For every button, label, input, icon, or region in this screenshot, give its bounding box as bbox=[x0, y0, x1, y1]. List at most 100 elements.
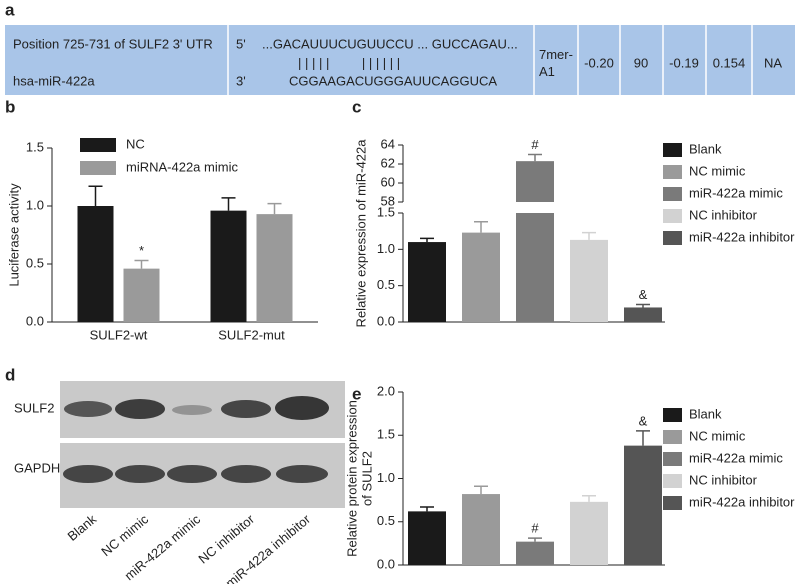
y-tick-label: 2.0 bbox=[377, 383, 395, 398]
panel-letter: a bbox=[5, 0, 15, 19]
error-bar bbox=[636, 303, 650, 308]
error-bar bbox=[88, 185, 103, 206]
error-bar bbox=[420, 506, 434, 512]
y-tick-label: 1.0 bbox=[377, 241, 395, 256]
legend-swatch bbox=[663, 165, 682, 179]
error-bar bbox=[474, 220, 488, 233]
y-tick-label: 0.5 bbox=[26, 255, 44, 270]
significance-label: & bbox=[639, 287, 648, 302]
bar bbox=[123, 268, 160, 322]
y-axis-title: Relative expression of miR-422a bbox=[353, 139, 368, 328]
blot-row-label: SULF2 bbox=[14, 400, 54, 415]
significance-label: & bbox=[639, 413, 648, 428]
legend-swatch bbox=[663, 496, 682, 510]
legend-label: miRNA-422a mimic bbox=[126, 159, 238, 174]
legend-label: NC inhibitor bbox=[689, 472, 758, 487]
panel-letter: e bbox=[352, 384, 361, 403]
bar bbox=[516, 541, 554, 565]
y-tick-label: 0.5 bbox=[377, 277, 395, 292]
table-cell: Position 725-731 of SULF2 3' UTR bbox=[13, 36, 213, 51]
error-bar bbox=[267, 202, 282, 215]
legend-label: NC bbox=[126, 136, 145, 151]
table-dividers bbox=[227, 25, 753, 95]
table-cell: CGGAAGACUGGGAUUCAGGUCA bbox=[289, 73, 497, 88]
legend-label: miR-422a mimic bbox=[689, 185, 783, 200]
significance-label: # bbox=[531, 137, 539, 152]
bar bbox=[516, 161, 554, 202]
error-bar bbox=[528, 153, 542, 162]
legend-label: miR-422a mimic bbox=[689, 450, 783, 465]
y-tick-label: 1.5 bbox=[26, 139, 44, 154]
lane-label: NC mimic bbox=[98, 511, 151, 559]
legend-swatch bbox=[80, 138, 116, 152]
error-bar bbox=[636, 430, 650, 446]
table-cell: -0.20 bbox=[584, 55, 614, 70]
legend-swatch bbox=[663, 231, 682, 245]
table-cell: 3' bbox=[236, 73, 246, 88]
panel-letter: b bbox=[5, 97, 15, 116]
y-tick-label: 1.0 bbox=[26, 197, 44, 212]
y-tick-label: 0.0 bbox=[26, 313, 44, 328]
y-axis-title: Luciferase activity bbox=[6, 183, 21, 287]
error-bar bbox=[582, 495, 596, 502]
legend-label: Blank bbox=[689, 406, 722, 421]
legend-label: NC inhibitor bbox=[689, 207, 758, 222]
y-axis-title: of SULF2 bbox=[359, 451, 374, 506]
table-cell: NA bbox=[764, 55, 782, 70]
legend-swatch bbox=[80, 161, 116, 175]
bar bbox=[462, 494, 500, 565]
legend-swatch bbox=[663, 209, 682, 223]
legend-swatch bbox=[663, 452, 682, 466]
bar bbox=[462, 232, 500, 322]
legend-swatch bbox=[663, 430, 682, 444]
legend-swatch bbox=[663, 187, 682, 201]
error-bar bbox=[420, 237, 434, 243]
significance-label: # bbox=[531, 521, 539, 536]
y-tick-label: 1.5 bbox=[377, 204, 395, 219]
legend-label: NC mimic bbox=[689, 163, 746, 178]
legend-swatch bbox=[663, 408, 682, 422]
bar bbox=[624, 307, 662, 322]
legend-swatch bbox=[663, 143, 682, 157]
legend-label: Blank bbox=[689, 141, 722, 156]
y-axis-title: Relative protein expression bbox=[344, 400, 359, 557]
legend-label: NC mimic bbox=[689, 428, 746, 443]
table-cell: 5' bbox=[236, 36, 246, 51]
table-cell: hsa-miR-422a bbox=[13, 73, 95, 88]
error-bar bbox=[582, 231, 596, 240]
y-tick-label: 1.0 bbox=[377, 470, 395, 485]
y-tick-label: 62 bbox=[381, 155, 395, 170]
y-tick-label: 0.5 bbox=[377, 513, 395, 528]
table-cell: | | | | | | | | | | | bbox=[298, 55, 400, 70]
bar bbox=[77, 206, 114, 322]
bar bbox=[570, 501, 608, 565]
table-cell: 90 bbox=[634, 55, 648, 70]
blot-row-label: GAPDH bbox=[14, 460, 60, 475]
x-tick-label: SULF2-mut bbox=[218, 327, 285, 342]
significance-label: * bbox=[139, 243, 144, 258]
bar bbox=[210, 210, 247, 322]
error-bar bbox=[528, 537, 542, 542]
legend-label: miR-422a inhibitor bbox=[689, 229, 795, 244]
bar bbox=[408, 511, 446, 565]
table-cell: 0.154 bbox=[713, 55, 746, 70]
bar bbox=[570, 239, 608, 322]
blot-bands bbox=[63, 396, 329, 483]
bar bbox=[624, 445, 662, 565]
lane-label: Blank bbox=[65, 511, 100, 544]
error-bar bbox=[474, 485, 488, 495]
y-tick-label: 60 bbox=[381, 174, 395, 189]
legend-label: miR-422a inhibitor bbox=[689, 494, 795, 509]
y-tick-label: 64 bbox=[381, 136, 395, 151]
y-tick-label: 1.5 bbox=[377, 427, 395, 442]
bar bbox=[408, 242, 446, 322]
error-bar bbox=[221, 197, 236, 211]
bar-lower-part bbox=[516, 213, 554, 322]
table-cell: ...GACAUUUCUGUUCCU ... GUCCAGAU... bbox=[262, 36, 518, 51]
y-tick-label: 58 bbox=[381, 193, 395, 208]
y-tick-label: 0.0 bbox=[377, 313, 395, 328]
panel-letter: d bbox=[5, 365, 15, 384]
error-bar bbox=[134, 259, 149, 269]
